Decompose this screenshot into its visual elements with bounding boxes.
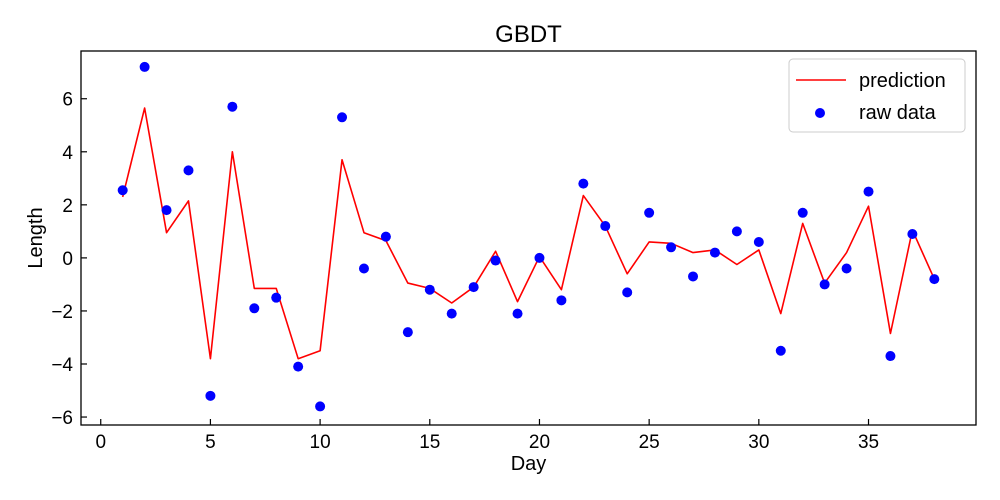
y-tick-label: 4 — [62, 143, 73, 164]
x-axis-ticks: 0 5 10 15 20 25 30 35 — [95, 419, 879, 453]
raw-data-point — [446, 308, 457, 319]
raw-data-point — [468, 282, 479, 293]
raw-data-point — [490, 255, 501, 266]
raw-data-point — [819, 279, 830, 290]
y-tick-label: 2 — [62, 196, 73, 217]
raw-data-point — [556, 295, 567, 306]
raw-data-point — [841, 263, 852, 274]
prediction-series — [121, 107, 936, 360]
legend: prediction raw data — [788, 58, 966, 133]
x-tick-label: 20 — [529, 432, 550, 453]
x-axis-label: Day — [511, 453, 547, 475]
x-tick-label: 0 — [95, 432, 106, 453]
x-tick-label: 5 — [205, 432, 216, 453]
raw-data-point — [402, 327, 413, 338]
y-tick-label: −4 — [51, 355, 73, 376]
x-tick-label: 15 — [419, 432, 440, 453]
raw-data-point — [358, 263, 369, 274]
raw-data-series — [117, 61, 940, 412]
y-tick-label: 6 — [62, 90, 73, 111]
raw-data-point — [161, 205, 172, 216]
x-tick-label: 35 — [858, 432, 879, 453]
raw-data-point — [117, 185, 128, 196]
raw-data-point — [271, 292, 282, 303]
x-tick-label: 30 — [748, 432, 769, 453]
legend-box — [788, 58, 966, 133]
chart-title: GBDT — [495, 21, 562, 48]
raw-data-point — [775, 345, 786, 356]
y-tick-label: −6 — [51, 408, 73, 429]
raw-data-point — [227, 101, 238, 112]
raw-data-point — [622, 287, 633, 298]
raw-data-point — [337, 112, 348, 123]
raw-data-point — [249, 303, 260, 314]
raw-data-point — [863, 186, 874, 197]
raw-data-point — [797, 207, 808, 218]
x-tick-label: 25 — [639, 432, 660, 453]
raw-data-point — [315, 401, 326, 412]
legend-prediction-label: prediction — [859, 70, 946, 92]
raw-data-point — [709, 247, 720, 258]
raw-data-point — [731, 226, 742, 237]
raw-data-point — [534, 252, 545, 263]
raw-data-point — [424, 284, 435, 295]
raw-data-point — [600, 221, 611, 232]
raw-data-point — [688, 271, 699, 282]
raw-data-point — [666, 242, 677, 253]
y-tick-label: 0 — [62, 249, 73, 270]
y-axis-label: Length — [25, 207, 47, 268]
raw-data-point — [753, 236, 764, 247]
raw-data-point — [380, 231, 391, 242]
raw-data-point — [205, 390, 216, 401]
raw-data-point — [907, 229, 918, 240]
legend-raw-data-label: raw data — [859, 102, 937, 124]
y-tick-label: −2 — [51, 302, 73, 323]
raw-data-point — [293, 361, 304, 372]
raw-data-point — [885, 351, 896, 362]
raw-data-point — [929, 274, 940, 285]
raw-data-point — [183, 165, 194, 176]
raw-data-point — [578, 178, 589, 189]
x-tick-label: 10 — [310, 432, 331, 453]
y-axis-ticks: −6 −4 −2 0 2 4 6 — [51, 90, 87, 429]
prediction-line — [121, 107, 936, 360]
raw-data-point — [139, 61, 150, 72]
legend-raw-data-swatch — [815, 108, 825, 118]
raw-data-point — [644, 207, 655, 218]
raw-data-point — [512, 308, 523, 319]
